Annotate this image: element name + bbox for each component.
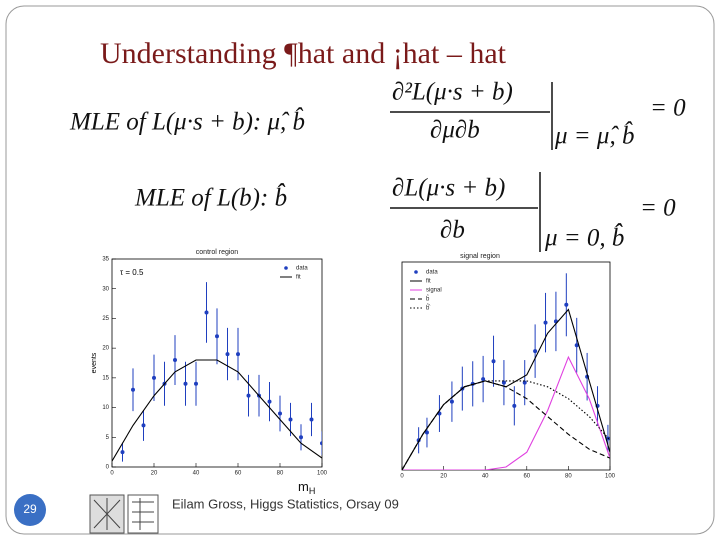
- legend-label: signal: [426, 288, 442, 294]
- data-point: [173, 358, 177, 363]
- formula-rhs: = 0: [650, 95, 686, 122]
- data-point: [574, 343, 579, 348]
- plot-area: [402, 273, 610, 470]
- y-tick-label: 30: [102, 286, 109, 292]
- y-tick-label: 20: [102, 346, 109, 352]
- chart-title: control region: [196, 249, 239, 256]
- data-point: [449, 399, 454, 404]
- formula-numerator: ∂L(μ·s + b): [392, 175, 505, 202]
- annotation: τ = 0.5: [120, 268, 144, 277]
- data-point: [309, 417, 314, 422]
- data-point: [120, 450, 125, 455]
- slide-title: Understanding ¶hat and ¡hat – hat: [100, 37, 507, 70]
- x-tick-label: 100: [317, 471, 328, 477]
- fit-line: [402, 380, 610, 470]
- axis-label: mH: [298, 479, 315, 496]
- y-tick-label: 10: [102, 405, 109, 411]
- legend-label: b̂̂: [426, 305, 430, 312]
- data-point: [288, 417, 293, 422]
- plot-area: [112, 282, 322, 462]
- data-point: [278, 411, 282, 416]
- data-point: [225, 352, 230, 357]
- legend-label: fit: [296, 275, 301, 281]
- data-point: [512, 403, 517, 408]
- fit-line: [112, 359, 322, 462]
- formula-condition: μ = μ̂, b̂: [554, 121, 634, 150]
- y-axis-label: events: [91, 352, 98, 373]
- data-point: [522, 380, 527, 385]
- y-tick-label: 0: [106, 465, 110, 471]
- x-tick-label: 60: [523, 474, 530, 480]
- legend-label: data: [426, 270, 438, 276]
- y-tick-label: 5: [106, 435, 110, 441]
- legend-label: data: [296, 266, 308, 272]
- x-tick-label: 40: [482, 474, 489, 480]
- data-point: [194, 381, 198, 386]
- y-tick-label: 15: [102, 375, 109, 381]
- y-tick-label: 25: [102, 316, 109, 322]
- axis-label-main: m: [298, 479, 309, 494]
- data-point: [204, 310, 209, 315]
- logo: [89, 494, 159, 534]
- page-number-badge: [14, 494, 46, 526]
- formula-denominator: ∂μ∂b: [430, 117, 480, 144]
- legend-marker: [414, 270, 418, 274]
- formula-lhs: MLE of L(b): b̂̂: [134, 183, 287, 212]
- plot-frame: [401, 261, 611, 471]
- formula-denominator: ∂b: [440, 217, 465, 244]
- data-point: [491, 359, 496, 364]
- data-point: [501, 380, 506, 385]
- data-point: [481, 377, 486, 382]
- x-tick-label: 40: [193, 471, 200, 477]
- data-point: [267, 399, 272, 404]
- data-point: [564, 302, 569, 307]
- legend-label: b̂: [426, 296, 430, 303]
- x-tick-label: 0: [400, 474, 404, 480]
- formula-condition: μ = 0, b̂̂: [544, 223, 624, 252]
- data-point: [320, 441, 322, 446]
- fit-line: [402, 355, 610, 470]
- legend-marker: [284, 266, 288, 270]
- data-point: [424, 430, 429, 435]
- data-point: [131, 387, 135, 392]
- x-tick-label: 20: [440, 474, 447, 480]
- data-point: [236, 352, 240, 357]
- x-tick-label: 100: [605, 474, 616, 480]
- footer: Eilam Gross, Higgs Statistics, Orsay 09: [172, 496, 399, 511]
- formula-rhs: = 0: [640, 195, 676, 222]
- data-point: [141, 423, 146, 428]
- legend-label: fit: [426, 279, 431, 285]
- axis-label-sub: H: [309, 486, 316, 496]
- formula-numerator: ∂²L(μ·s + b): [392, 79, 513, 106]
- x-tick-label: 80: [277, 471, 284, 477]
- data-point: [299, 435, 303, 440]
- page-number: 29: [23, 502, 37, 516]
- data-point: [215, 334, 219, 339]
- fit-line: [402, 380, 610, 470]
- data-point: [183, 381, 188, 386]
- x-tick-label: 0: [110, 471, 114, 477]
- x-tick-label: 80: [565, 474, 572, 480]
- chart-title: signal region: [460, 253, 500, 260]
- x-tick-label: 20: [151, 471, 158, 477]
- formula-lhs: MLE of L(μ·s + b): μ̂, b̂: [69, 107, 305, 136]
- data-point: [246, 393, 251, 398]
- x-tick-label: 60: [235, 471, 242, 477]
- y-tick-label: 35: [102, 257, 109, 263]
- data-point: [152, 375, 156, 380]
- data-point: [533, 349, 538, 354]
- data-point: [543, 320, 548, 325]
